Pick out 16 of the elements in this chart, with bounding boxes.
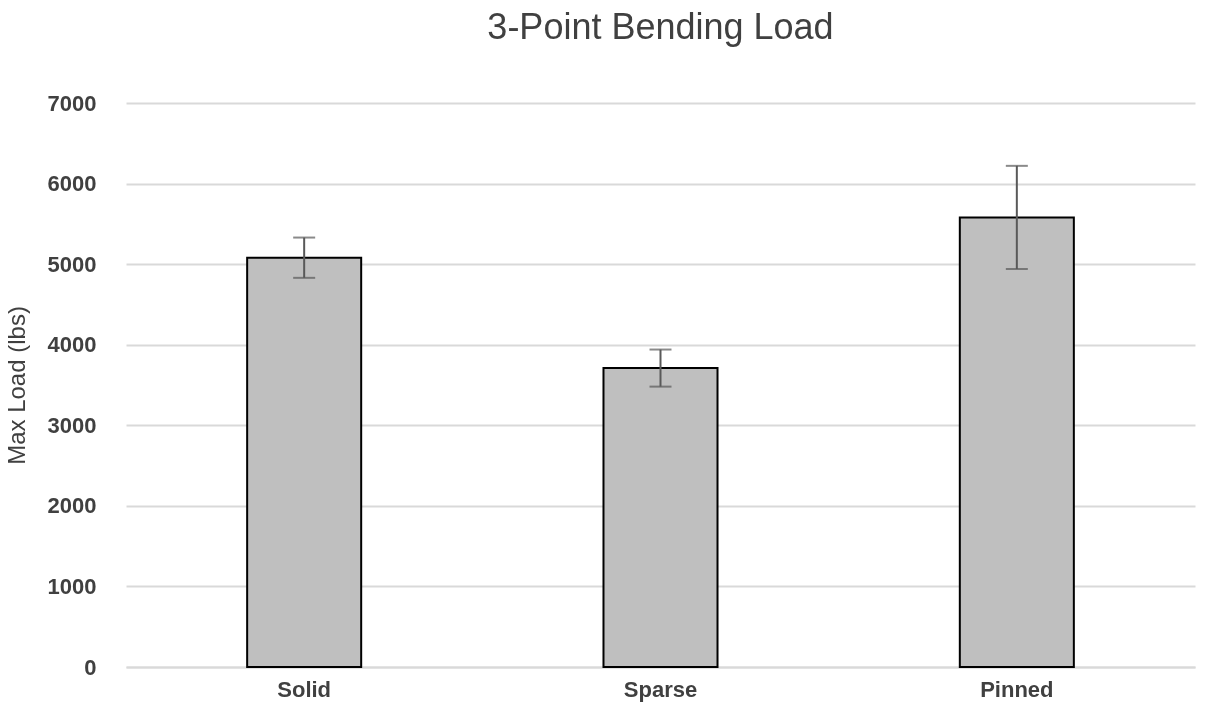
- y-axis-title: Max Load (lbs): [2, 306, 30, 465]
- y-tick-label: 6000: [47, 171, 97, 197]
- chart-title: 3-Point Bending Load: [487, 6, 834, 47]
- bar: [246, 256, 363, 668]
- x-tick-label: Pinned: [980, 676, 1054, 702]
- y-tick-label: 3000: [47, 412, 97, 438]
- bar: [602, 367, 719, 668]
- y-tick-label: 7000: [47, 90, 97, 116]
- y-tick-label: 5000: [47, 251, 97, 277]
- y-tick-label: 0: [84, 654, 97, 680]
- y-tick-label: 4000: [47, 332, 97, 358]
- x-tick-label: Solid: [277, 676, 332, 702]
- bar: [958, 216, 1075, 668]
- y-tick-label: 2000: [47, 493, 97, 519]
- y-tick-label: 1000: [47, 573, 97, 599]
- x-tick-label: Sparse: [623, 676, 698, 702]
